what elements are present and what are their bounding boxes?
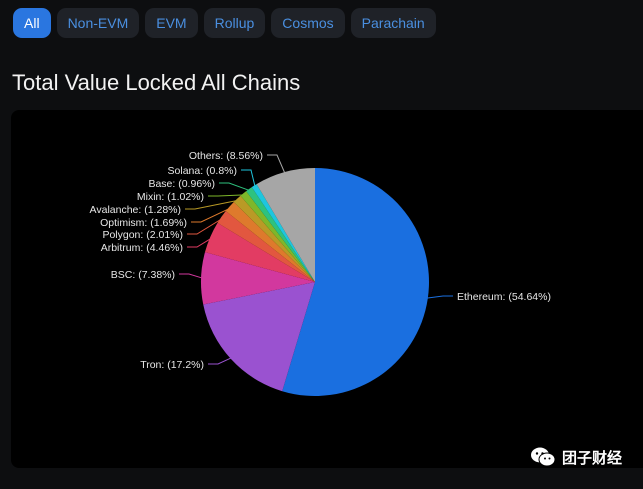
pie-slice-polygon[interactable] (217, 211, 315, 282)
pie-slice-arbitrum[interactable] (204, 222, 315, 282)
leader-line-ethereum (425, 295, 453, 299)
tab-all[interactable]: All (13, 8, 51, 38)
leader-line-base (219, 182, 251, 192)
leader-line-avalanche (185, 199, 239, 210)
pie-slice-others[interactable] (256, 168, 315, 282)
watermark: 团子财经 (530, 446, 622, 468)
slice-label-ethereum: Ethereum: (54.64%) (457, 291, 551, 303)
page-title: Total Value Locked All Chains (12, 70, 301, 95)
pie-slice-base[interactable] (246, 187, 315, 282)
slice-label-mixin: Mixin: (1.02%) (137, 191, 204, 203)
pie-slice-tron[interactable] (203, 282, 315, 392)
slice-label-bsc: BSC: (7.38%) (111, 269, 175, 281)
tab-cosmos[interactable]: Cosmos (271, 8, 345, 38)
wechat-icon (531, 447, 556, 467)
pie-slice-ethereum[interactable] (282, 168, 429, 396)
pie-slice-avalanche[interactable] (233, 195, 315, 282)
chart-card: Ethereum: (54.64%) Tron: (17.2%) BSC: (7.3… (11, 110, 643, 468)
slice-label-others: Others: (8.56%) (189, 150, 263, 162)
slice-label-optimism: Optimism: (1.69%) (100, 217, 187, 229)
slice-label-tron: Tron: (17.2%) (140, 359, 204, 371)
slice-label-base: Base: (0.96%) (148, 178, 215, 190)
leader-line-solana (241, 169, 256, 188)
leader-line-arbitrum (187, 237, 213, 248)
chain-filter-tabs: All Non-EVM EVM Rollup Cosmos Parachain (13, 8, 436, 38)
tab-evm[interactable]: EVM (145, 8, 198, 38)
tab-non-evm[interactable]: Non-EVM (56, 8, 140, 38)
tvl-pie-chart: Ethereum: (54.64%) Tron: (17.2%) BSC: (7.3… (90, 150, 551, 396)
pie-slice-optimism[interactable] (225, 202, 315, 282)
leader-line-tron (208, 356, 233, 365)
leader-line-mixin (208, 194, 245, 197)
leader-line-polygon (187, 217, 224, 235)
watermark-text: 团子财经 (562, 449, 623, 467)
pie-slice-solana[interactable] (251, 184, 315, 282)
pie-slice-mixin[interactable] (240, 191, 315, 282)
slice-label-avalanche: Avalanche: (1.28%) (90, 204, 181, 216)
slice-label-arbitrum: Arbitrum: (4.46%) (101, 242, 183, 254)
tab-rollup[interactable]: Rollup (203, 8, 266, 38)
leader-line-bsc (179, 273, 204, 279)
slice-label-polygon: Polygon: (2.01%) (102, 229, 183, 241)
tab-parachain[interactable]: Parachain (350, 8, 436, 38)
pie-slice-bsc[interactable] (200, 252, 315, 305)
leader-line-optimism (191, 207, 232, 223)
slice-label-solana: Solana: (0.8%) (168, 165, 237, 177)
leader-line-others (267, 154, 286, 175)
